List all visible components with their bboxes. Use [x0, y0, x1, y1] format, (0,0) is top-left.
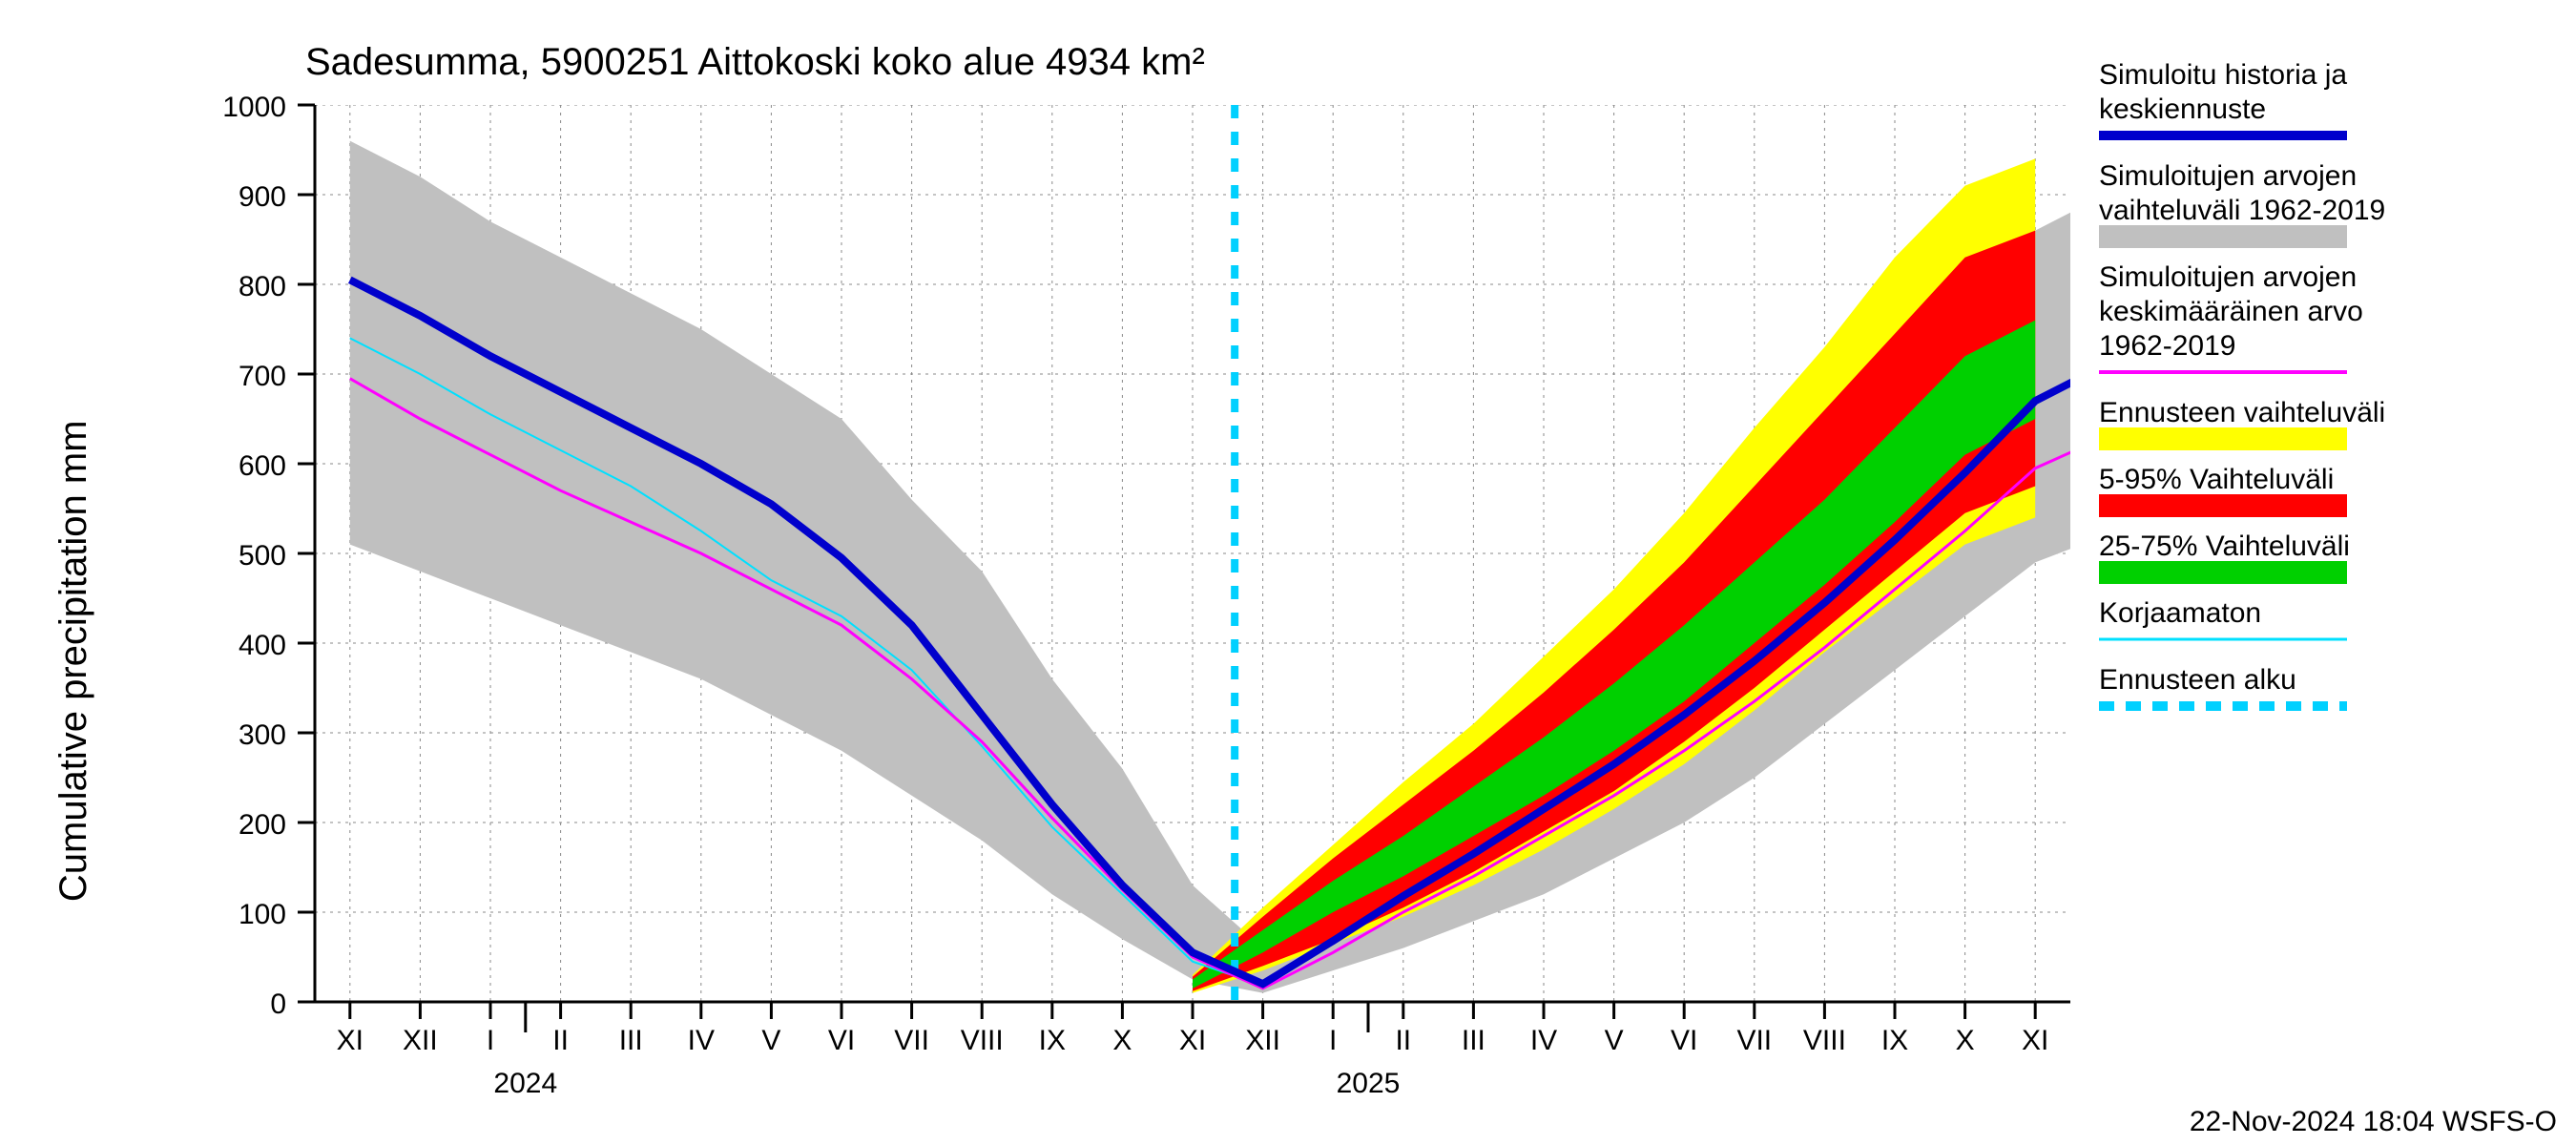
y-axis-label: Cumulative precipitation mm: [52, 420, 94, 902]
y-tick-label: 800: [239, 271, 286, 302]
legend-label: Simuloitujen arvojen: [2099, 261, 2357, 293]
y-tick-label: 1000: [222, 92, 286, 123]
y-tick-label: 400: [239, 630, 286, 661]
legend-label: 25-75% Vaihteluväli: [2099, 531, 2350, 562]
x-tick-label: VI: [828, 1025, 855, 1056]
x-tick-label: XI: [2022, 1025, 2048, 1056]
legend-label: Korjaamaton: [2099, 597, 2261, 629]
x-tick-label: VIII: [961, 1025, 1004, 1056]
legend-label: keskimääräinen arvo: [2099, 296, 2363, 327]
chart-container: 01002003004005006007008009001000XIXIIIII…: [0, 0, 2576, 1145]
x-tick-label: IV: [1530, 1025, 1557, 1056]
y-tick-label: 200: [239, 809, 286, 841]
legend-label: 5-95% Vaihteluväli: [2099, 464, 2334, 495]
y-tick-label: 0: [270, 989, 286, 1020]
x-tick-label: X: [1112, 1025, 1132, 1056]
x-tick-label: I: [487, 1025, 494, 1056]
y-tick-label: 600: [239, 450, 286, 482]
x-tick-label: VI: [1671, 1025, 1697, 1056]
legend-label: 1962-2019: [2099, 330, 2235, 362]
y-tick-label: 100: [239, 899, 286, 930]
x-tick-label: II: [552, 1025, 569, 1056]
x-tick-label: X: [1956, 1025, 1975, 1056]
x-tick-label: V: [1605, 1025, 1624, 1056]
legend-label: Ennusteen alku: [2099, 664, 2296, 696]
x-tick-label: XI: [1179, 1025, 1206, 1056]
legend-label: Simuloitujen arvojen: [2099, 160, 2357, 192]
x-year-label: 2025: [1337, 1068, 1401, 1099]
chart-title: Sadesumma, 5900251 Aittokoski koko alue …: [305, 41, 1205, 83]
x-tick-label: I: [1329, 1025, 1337, 1056]
x-tick-label: VII: [894, 1025, 929, 1056]
x-tick-label: IX: [1881, 1025, 1908, 1056]
x-tick-label: VII: [1736, 1025, 1772, 1056]
x-tick-label: VIII: [1803, 1025, 1846, 1056]
x-tick-label: XI: [337, 1025, 364, 1056]
y-tick-label: 500: [239, 540, 286, 572]
x-tick-label: V: [761, 1025, 780, 1056]
x-tick-label: IV: [688, 1025, 715, 1056]
y-tick-label: 700: [239, 361, 286, 392]
x-tick-label: III: [1462, 1025, 1485, 1056]
x-tick-label: IX: [1039, 1025, 1066, 1056]
legend-label: keskiennuste: [2099, 94, 2266, 125]
y-tick-label: 900: [239, 181, 286, 213]
legend-label: vaihteluväli 1962-2019: [2099, 195, 2385, 226]
x-tick-label: XII: [403, 1025, 438, 1056]
legend-label: Simuloitu historia ja: [2099, 59, 2347, 91]
x-tick-label: III: [619, 1025, 643, 1056]
y-tick-label: 300: [239, 719, 286, 751]
chart-footer: 22-Nov-2024 18:04 WSFS-O: [2190, 1106, 2557, 1137]
legend-label: Ennusteen vaihteluväli: [2099, 397, 2385, 428]
x-tick-label: II: [1395, 1025, 1411, 1056]
precipitation-chart: 01002003004005006007008009001000XIXIIIII…: [0, 0, 2576, 1145]
x-tick-label: XII: [1245, 1025, 1280, 1056]
x-year-label: 2024: [493, 1068, 557, 1099]
